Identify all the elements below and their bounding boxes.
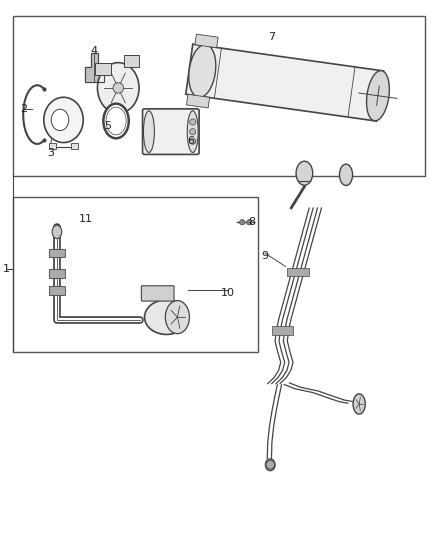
Polygon shape xyxy=(85,53,104,82)
Ellipse shape xyxy=(145,300,188,335)
Text: 10: 10 xyxy=(221,288,235,298)
Ellipse shape xyxy=(103,103,129,138)
Bar xyxy=(272,326,293,335)
Bar xyxy=(49,269,65,278)
Ellipse shape xyxy=(240,220,245,225)
Bar xyxy=(13,197,258,352)
Text: 7: 7 xyxy=(268,33,275,42)
Circle shape xyxy=(266,461,275,469)
Ellipse shape xyxy=(247,220,252,225)
Ellipse shape xyxy=(44,98,83,142)
Ellipse shape xyxy=(353,394,365,414)
Bar xyxy=(49,286,65,295)
Ellipse shape xyxy=(97,63,139,114)
FancyBboxPatch shape xyxy=(142,109,199,155)
Ellipse shape xyxy=(367,70,389,121)
Ellipse shape xyxy=(52,225,62,239)
Text: 1: 1 xyxy=(3,264,10,274)
Circle shape xyxy=(113,83,124,93)
Circle shape xyxy=(190,128,196,135)
Text: 2: 2 xyxy=(21,104,28,114)
Bar xyxy=(187,94,210,108)
Bar xyxy=(13,16,425,176)
FancyBboxPatch shape xyxy=(141,286,174,301)
Ellipse shape xyxy=(265,459,275,471)
Ellipse shape xyxy=(189,45,216,98)
Text: 9: 9 xyxy=(261,251,268,261)
Bar xyxy=(49,143,56,149)
Ellipse shape xyxy=(296,161,313,185)
Bar xyxy=(124,55,139,67)
Text: 8: 8 xyxy=(248,217,255,227)
Bar xyxy=(287,268,309,276)
Ellipse shape xyxy=(143,111,154,152)
Circle shape xyxy=(190,138,196,144)
Text: 5: 5 xyxy=(104,122,111,131)
Bar xyxy=(186,44,384,121)
Bar xyxy=(195,34,218,48)
Text: 11: 11 xyxy=(78,214,92,223)
Bar xyxy=(71,143,78,149)
Ellipse shape xyxy=(51,109,69,131)
Ellipse shape xyxy=(187,111,198,152)
Bar xyxy=(95,63,111,75)
Text: 4: 4 xyxy=(91,46,98,55)
Text: 3: 3 xyxy=(47,148,54,158)
Ellipse shape xyxy=(106,107,126,135)
Circle shape xyxy=(190,119,196,125)
Text: 6: 6 xyxy=(187,136,194,146)
Ellipse shape xyxy=(339,164,353,185)
Ellipse shape xyxy=(166,301,189,334)
Bar xyxy=(49,249,65,257)
